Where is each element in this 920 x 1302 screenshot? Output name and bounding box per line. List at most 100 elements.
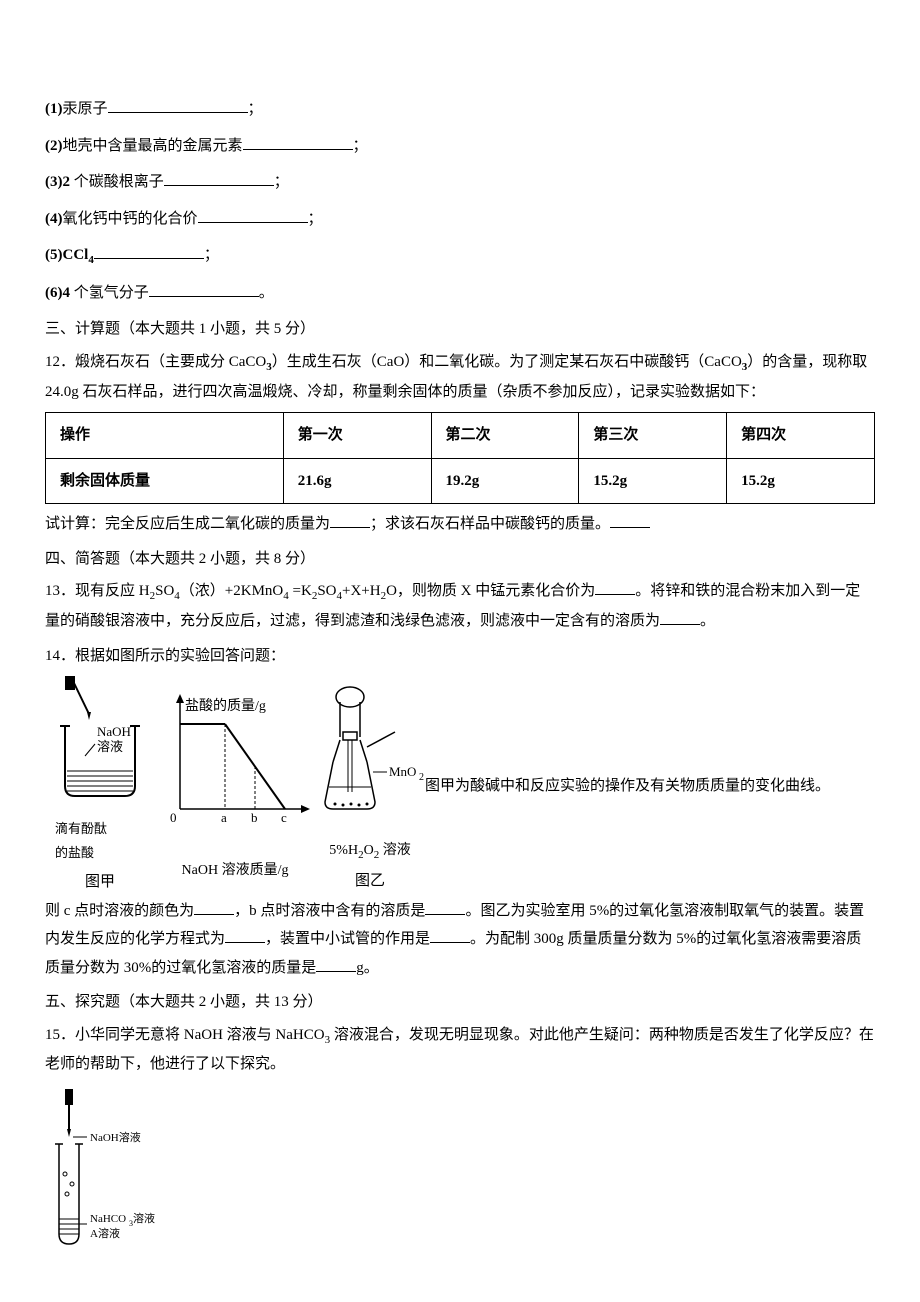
q14-after-t2: ，b 点时溶液中含有的溶质是 — [234, 903, 425, 919]
q14-figures-row: NaOH 溶液 滴有酚酞的盐酸 图甲 0 a b c 盐 — [45, 676, 875, 896]
section3-title: 三、计算题（本大题共 1 小题，共 5 分） — [45, 315, 875, 344]
q11-p4-num: (4) — [45, 211, 63, 227]
q14-after-t6: g。 — [356, 960, 379, 976]
svg-text:溶液: 溶液 — [97, 739, 123, 754]
q13-t1: 现有反应 H — [75, 583, 150, 599]
flask-icon: MnO 2 — [315, 677, 425, 827]
q14-fig3: MnO 2 5%H2O2 溶液 图乙 — [315, 677, 425, 896]
table-cell: 15.2g — [727, 458, 875, 504]
section4-title: 四、简答题（本大题共 2 小题，共 8 分） — [45, 545, 875, 574]
q14-sidetext: 图甲为酸碱中和反应实验的操作及有关物质质量的变化曲线。 — [425, 772, 875, 801]
q11-p6-num: (6)4 — [45, 285, 70, 301]
q11-p2-text: 地壳中含量最高的金属元素 — [63, 138, 243, 154]
fig3-bottom-label: 5%H2O2 溶液 — [315, 838, 425, 866]
q12-table: 操作 第一次 第二次 第三次 第四次 剩余固体质量 21.6g 19.2g 15… — [45, 412, 875, 504]
q14-num: 14． — [45, 648, 75, 664]
blank — [194, 900, 234, 915]
q14-intro-text: 根据如图所示的实验回答问题： — [75, 648, 285, 664]
q15: 15．小华同学无意将 NaOH 溶液与 NaHCO3 溶液混合，发现无明显现象。… — [45, 1021, 875, 1079]
q14-intro: 14．根据如图所示的实验回答问题： — [45, 642, 875, 671]
q11-p5-num: (5)CCl — [45, 247, 88, 263]
q11-part6: (6)4 个氢气分子 。 — [45, 279, 875, 308]
table-cell: 剩余固体质量 — [46, 458, 284, 504]
q11-p4-tail: ； — [308, 211, 323, 227]
q12-body2: ）生成生石灰（CaO）和二氧化碳。为了测定某石灰石中碳酸钙（CaCO — [272, 354, 742, 370]
blank — [330, 513, 370, 528]
blank — [164, 171, 274, 186]
q13-t3: （浓）+2KMnO — [180, 583, 283, 599]
fig1-caption: 图甲 — [45, 868, 155, 897]
fig1-drop-label: 滴有酚酞的盐酸 — [55, 817, 155, 866]
q11-p6-tail: 。 — [259, 285, 274, 301]
svg-text:NaOH溶液: NaOH溶液 — [90, 1130, 141, 1144]
svg-text:A溶液: A溶液 — [90, 1226, 120, 1240]
q12-body1: 煅烧石灰石（主要成分 CaCO — [75, 354, 266, 370]
table-header-row: 操作 第一次 第二次 第三次 第四次 — [46, 413, 875, 459]
q13-t7: O，则物质 X 中锰元素化合价为 — [386, 583, 595, 599]
svg-text:b: b — [251, 810, 258, 825]
q12-after: 试计算：完全反应后生成二氧化碳的质量为 ；求该石灰石样品中碳酸钙的质量。 — [45, 510, 875, 539]
q11-p5-tail: ； — [204, 247, 219, 263]
blank — [660, 610, 700, 625]
q14-fig1: NaOH 溶液 滴有酚酞的盐酸 图甲 — [45, 676, 155, 896]
blank — [425, 900, 465, 915]
table-header-cell: 第一次 — [283, 413, 431, 459]
q11-p6-text: 个氢气分子 — [70, 285, 149, 301]
blank — [108, 98, 248, 113]
test-tube-icon: NaOH溶液 NaHCO 3 溶液 A溶液 — [45, 1089, 185, 1249]
q13-t6: +X+H — [342, 583, 381, 599]
table-header-cell: 第三次 — [579, 413, 727, 459]
section5-title: 五、探究题（本大题共 2 小题，共 13 分） — [45, 988, 875, 1017]
q11-p2-num: (2) — [45, 138, 63, 154]
table-header-cell: 第二次 — [431, 413, 579, 459]
q11-part5: (5)CCl4； — [45, 241, 875, 271]
fig3-b1: 5%H — [329, 843, 358, 858]
fig3-b3: 溶液 — [379, 843, 411, 858]
svg-text:MnO: MnO — [389, 764, 416, 779]
svg-text:c: c — [281, 810, 287, 825]
q11-p4-text: 氧化钙中钙的化合价 — [63, 211, 198, 227]
table-header-cell: 操作 — [46, 413, 284, 459]
q13-t9: 。 — [700, 613, 715, 629]
blank — [595, 580, 635, 595]
q11-part1: (1)汞原子； — [45, 95, 875, 124]
q12-num: 12． — [45, 354, 75, 370]
q13-t4: =K — [289, 583, 312, 599]
q13: 13．现有反应 H2SO4（浓）+2KMnO4 =K2SO4+X+H2O，则物质… — [45, 577, 875, 635]
blank — [94, 244, 204, 259]
fig2-xlabel: NaOH 溶液质量/g — [155, 858, 315, 885]
q13-num: 13． — [45, 583, 75, 599]
table-data-row: 剩余固体质量 21.6g 19.2g 15.2g 15.2g — [46, 458, 875, 504]
q13-t5: SO — [317, 583, 336, 599]
svg-text:溶液: 溶液 — [133, 1211, 155, 1225]
q15-num: 15． — [45, 1027, 75, 1043]
q11-part4: (4)氧化钙中钙的化合价 ； — [45, 205, 875, 234]
svg-text:0: 0 — [170, 810, 177, 825]
table-cell: 19.2g — [431, 458, 579, 504]
fig3-caption: 图乙 — [315, 867, 425, 896]
q12-after2: ；求该石灰石样品中碳酸钙的质量。 — [370, 516, 610, 532]
q14-fig2: 0 a b c 盐酸的质量/g NaOH 溶液质量/g — [155, 689, 315, 885]
blank — [225, 928, 265, 943]
fig2-ylabel: 盐酸的质量/g — [185, 694, 305, 721]
q11-part3: (3)2 个碳酸根离子； — [45, 168, 875, 197]
q11-p3-tail: ； — [274, 174, 289, 190]
blank — [316, 957, 356, 972]
blank — [610, 513, 650, 528]
q11-p2-tail: ； — [353, 138, 368, 154]
q12-after1: 试计算：完全反应后生成二氧化碳的质量为 — [45, 516, 330, 532]
q14-after-t4: ，装置中小试管的作用是 — [265, 931, 430, 947]
svg-text:2: 2 — [419, 772, 424, 783]
q11-p3-num: (3)2 — [45, 174, 70, 190]
q12: 12．煅烧石灰石（主要成分 CaCO3）生成生石灰（CaO）和二氧化碳。为了测定… — [45, 348, 875, 406]
q13-t2: SO — [155, 583, 174, 599]
table-cell: 21.6g — [283, 458, 431, 504]
beaker-icon: NaOH 溶液 — [45, 676, 155, 806]
fig3-b2: O — [364, 843, 374, 858]
q14-after-t1: 则 c 点时溶液的颜色为 — [45, 903, 194, 919]
table-header-cell: 第四次 — [727, 413, 875, 459]
q11-p1-num: (1) — [45, 101, 63, 117]
q11-p1-text: 汞原子 — [63, 101, 108, 117]
table-cell: 15.2g — [579, 458, 727, 504]
blank — [149, 282, 259, 297]
